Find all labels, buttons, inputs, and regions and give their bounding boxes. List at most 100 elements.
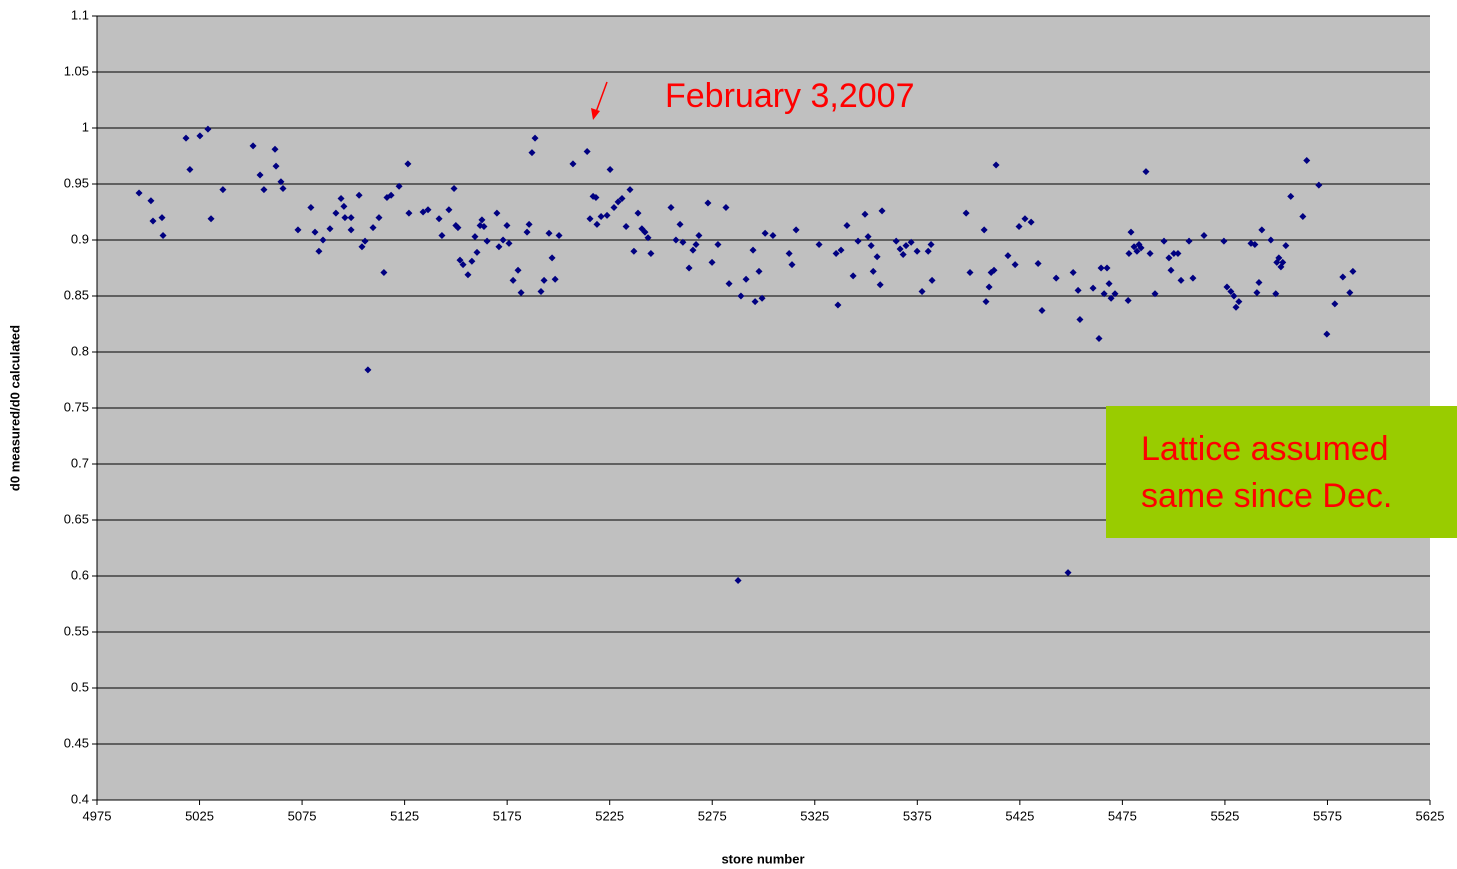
point <box>751 298 759 306</box>
point <box>982 298 990 306</box>
point <box>459 261 467 269</box>
point <box>679 238 687 246</box>
x-tick-label: 5425 <box>1005 808 1034 823</box>
point <box>326 225 334 233</box>
point <box>395 182 403 190</box>
point <box>854 237 862 245</box>
y-tick-label: 1 <box>82 119 89 134</box>
point <box>1174 249 1182 257</box>
point <box>586 215 594 223</box>
point <box>761 229 769 237</box>
point <box>517 289 525 297</box>
point <box>1167 266 1175 274</box>
point <box>1015 223 1023 231</box>
point <box>277 178 285 186</box>
point <box>548 254 556 262</box>
point <box>1223 283 1231 291</box>
point <box>1107 294 1115 302</box>
point <box>962 209 970 217</box>
x-axis-title: store number <box>721 851 804 866</box>
point <box>902 242 910 250</box>
point <box>714 240 722 248</box>
x-tick-label: 5275 <box>698 808 727 823</box>
point <box>1027 218 1035 226</box>
x-tick-label: 5575 <box>1313 808 1342 823</box>
point <box>495 243 503 251</box>
point <box>685 264 693 272</box>
point <box>186 165 194 173</box>
point <box>918 288 926 296</box>
point <box>509 276 517 284</box>
y-tick-label: 0.6 <box>71 567 89 582</box>
point <box>626 186 634 194</box>
point <box>369 224 377 232</box>
y-tick-label: 0.75 <box>64 399 89 414</box>
point <box>196 132 204 140</box>
point <box>644 234 652 242</box>
point <box>1227 288 1235 296</box>
x-tick-label: 5225 <box>595 808 624 823</box>
point <box>361 237 369 245</box>
point <box>1339 273 1347 281</box>
point <box>792 226 800 234</box>
point <box>1124 296 1132 304</box>
annotation-arrow <box>595 81 608 113</box>
point <box>528 149 536 157</box>
point <box>834 301 842 309</box>
point <box>672 236 680 244</box>
x-tick-label: 5625 <box>1416 808 1445 823</box>
point <box>1220 237 1228 245</box>
point <box>135 189 143 197</box>
point <box>832 249 840 257</box>
point <box>424 206 432 214</box>
point <box>1038 307 1046 315</box>
point <box>708 258 716 266</box>
x-tick-label: 4975 <box>83 808 112 823</box>
point <box>861 210 869 218</box>
y-tick-label: 0.65 <box>64 511 89 526</box>
point <box>1267 236 1275 244</box>
point <box>1105 280 1113 288</box>
point <box>622 223 630 231</box>
point <box>769 232 777 240</box>
point <box>1011 261 1019 269</box>
point <box>1130 243 1138 251</box>
point <box>788 261 796 269</box>
point <box>676 220 684 228</box>
point <box>294 226 302 234</box>
x-tick-label: 5475 <box>1108 808 1137 823</box>
point <box>1235 298 1243 306</box>
point <box>456 256 464 264</box>
point <box>1165 254 1173 262</box>
point <box>311 228 319 236</box>
point <box>319 236 327 244</box>
point <box>742 275 750 283</box>
point <box>1069 268 1077 276</box>
point <box>1346 289 1354 297</box>
point <box>450 184 458 192</box>
point <box>758 294 766 302</box>
point <box>256 171 264 179</box>
point <box>480 223 488 231</box>
point <box>503 221 511 229</box>
point <box>493 209 501 217</box>
point <box>985 283 993 291</box>
point <box>1103 264 1111 272</box>
y-tick-label: 0.95 <box>64 175 89 190</box>
point <box>785 249 793 257</box>
point <box>695 232 703 240</box>
point <box>749 246 757 254</box>
point <box>1064 569 1072 577</box>
point <box>892 237 900 245</box>
point <box>249 142 257 150</box>
point <box>896 245 904 253</box>
point <box>337 195 345 203</box>
point <box>1004 252 1012 260</box>
point <box>755 267 763 275</box>
point <box>315 247 323 255</box>
point <box>928 276 936 284</box>
annotation-box <box>1106 406 1457 538</box>
point <box>355 191 363 199</box>
point <box>341 214 349 222</box>
